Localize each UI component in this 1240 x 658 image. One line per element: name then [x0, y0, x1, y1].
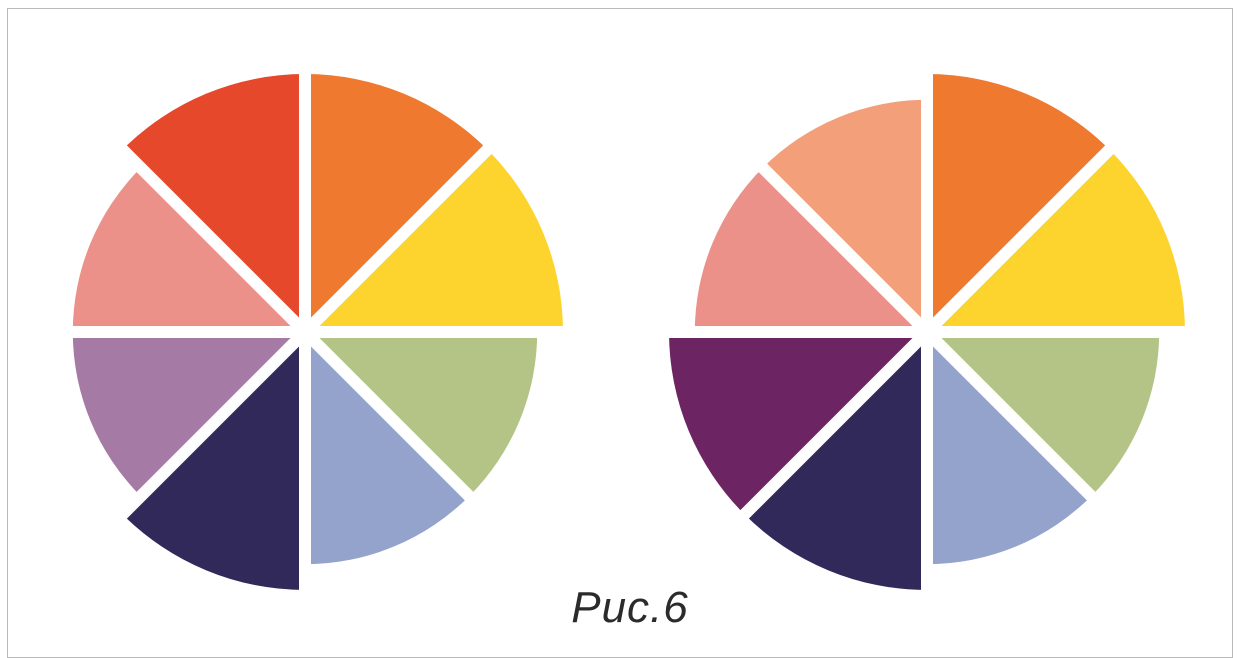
- wheel-left-sector-pink: [72, 167, 305, 332]
- wheel-right-separator: [922, 141, 1118, 337]
- wheel-right-sector-peach: [762, 99, 927, 332]
- wheel-right-separator: [922, 327, 1118, 523]
- wheel-left: [41, 68, 569, 596]
- wheel-right-sector-orange: [927, 74, 1110, 332]
- wheel-right-separator: [736, 327, 932, 523]
- wheel-left-sector-orange: [305, 74, 488, 332]
- wheel-right-sector-navy: [744, 332, 927, 590]
- wheel-left-sector-yellow: [305, 149, 563, 332]
- wheel-right-sector-light-blue: [927, 332, 1092, 565]
- wheel-left-sector-lavender: [72, 332, 305, 497]
- wheel-right-sector-yellow: [927, 149, 1185, 332]
- wheel-left-separator: [300, 327, 496, 523]
- wheel-left-separator: [114, 327, 310, 523]
- wheel-left-hub: [291, 318, 319, 346]
- wheel-left-separator: [300, 141, 496, 337]
- wheel-right: [663, 68, 1191, 596]
- wheel-right-separator: [736, 141, 932, 337]
- wheel-right-sector-pink: [694, 167, 927, 332]
- wheel-left-separator: [114, 141, 310, 337]
- wheel-left-sector-red: [122, 74, 305, 332]
- wheel-left-sector-green: [305, 332, 538, 497]
- wheel-right-sector-plum: [669, 332, 927, 515]
- wheel-left-sector-light-blue: [305, 332, 470, 565]
- wheel-right-sector-green: [927, 332, 1160, 497]
- wheel-left-sector-navy: [122, 332, 305, 590]
- figure-caption: Рис.6: [571, 583, 689, 632]
- wheel-right-hub: [913, 318, 941, 346]
